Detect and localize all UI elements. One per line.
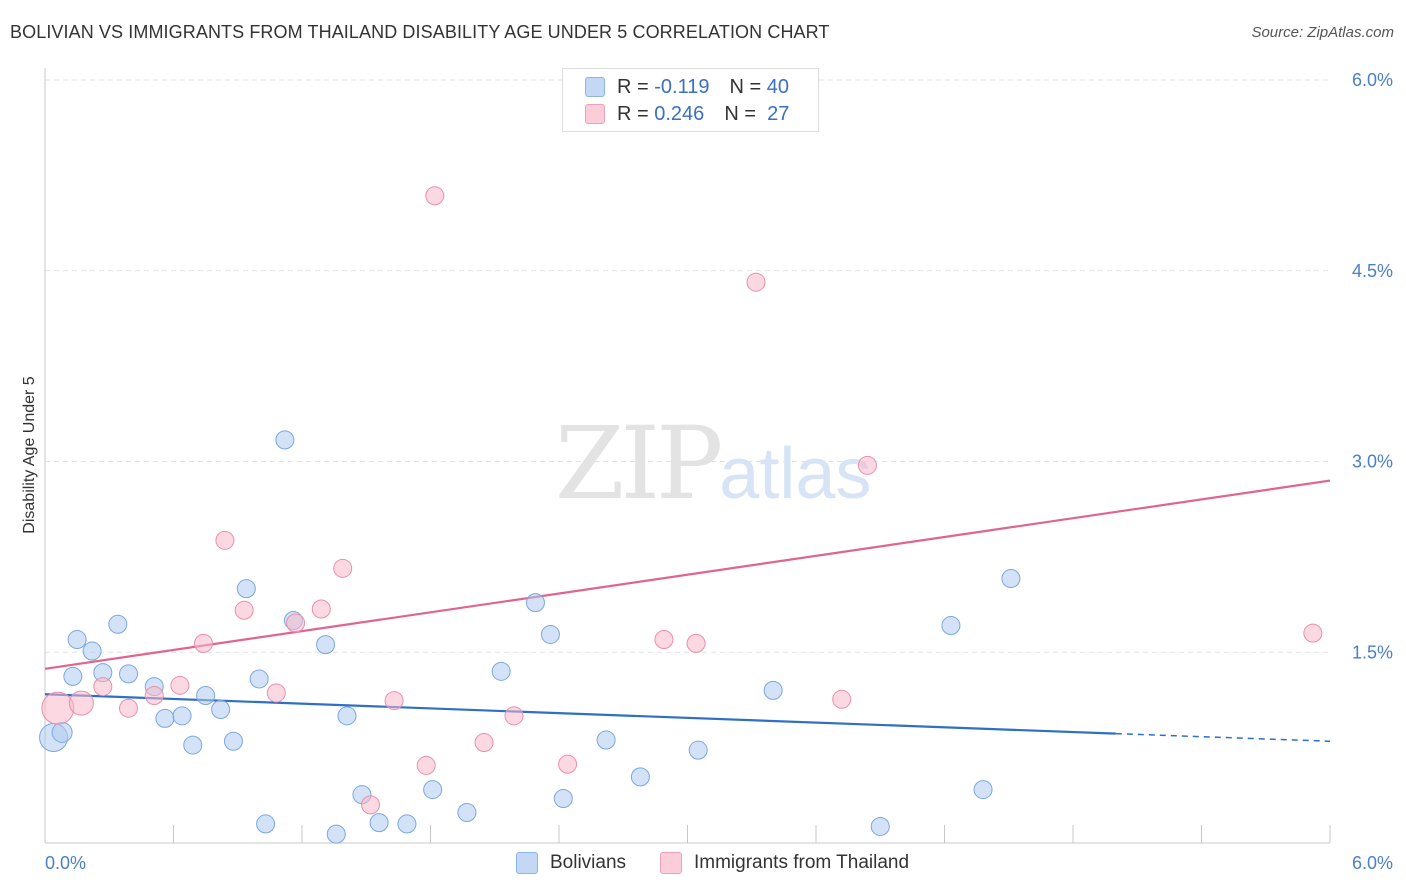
point-thailand (686, 633, 706, 653)
bottom-legend-label-thailand: Immigrants from Thailand (694, 852, 910, 873)
point-bolivians (540, 624, 560, 644)
point-bolivians (553, 788, 573, 808)
point-bolivians (256, 814, 276, 834)
y-tick-label: 3.0% (1352, 452, 1393, 472)
point-bolivians (63, 666, 83, 686)
point-thailand (361, 795, 381, 815)
data-points (39, 103, 1323, 844)
point-bolivians (397, 814, 417, 834)
point-thailand (474, 733, 494, 753)
axis-labels: 1.5% 3.0% 4.5% 6.0% 0.0% 6.0% Disability Age U… (21, 70, 1393, 873)
point-bolivians (223, 731, 243, 751)
point-thailand (333, 558, 353, 578)
point-bolivians (596, 730, 616, 750)
point-thailand (41, 691, 75, 725)
point-thailand (558, 754, 578, 774)
point-bolivians (316, 635, 336, 655)
point-bolivians (457, 802, 477, 822)
bottom-legend-label-bolivians: Bolivians (550, 852, 627, 873)
point-thailand (746, 272, 766, 292)
point-thailand (1303, 623, 1323, 643)
point-bolivians (108, 614, 128, 634)
trend-line-bolivians-extension (1115, 732, 1331, 743)
point-bolivians (369, 813, 389, 833)
legend-row-thailand: R = 0.246 N = 27 (585, 102, 789, 126)
point-bolivians (688, 740, 708, 760)
legend-swatch-bolivians (585, 77, 605, 97)
point-bolivians (119, 664, 139, 684)
point-thailand (857, 455, 877, 475)
point-thailand (384, 691, 404, 711)
y-axis-label: Disability Age Under 5 (21, 376, 38, 534)
x-tick-label: 0.0% (45, 853, 86, 873)
point-bolivians (51, 721, 73, 743)
legend-n-label: N = (729, 75, 762, 98)
point-bolivians (763, 680, 783, 700)
point-bolivians (525, 593, 545, 613)
point-bolivians (236, 579, 256, 599)
point-bolivians (155, 708, 175, 728)
point-thailand (416, 755, 436, 775)
correlation-legend: R = -0.119 N = 40 R = 0.246 N = 27 (562, 68, 819, 132)
point-thailand (311, 599, 331, 619)
legend-r-value: -0.119 (654, 75, 710, 98)
point-bolivians (870, 816, 890, 836)
bottom-legend-swatch-thailand (660, 852, 682, 874)
point-bolivians (211, 699, 231, 719)
bottom-legend-swatch-bolivians (516, 852, 538, 874)
chart-title: BOLIVIAN VS IMMIGRANTS FROM THAILAND DIS… (10, 22, 830, 42)
bottom-legend-thailand: Immigrants from Thailand (660, 852, 909, 874)
legend-n-value: 27 (767, 102, 790, 125)
point-thailand (68, 690, 94, 716)
point-thailand (286, 613, 306, 633)
point-thailand (504, 706, 524, 726)
point-bolivians (630, 767, 650, 787)
legend-r-value: 0.246 (654, 102, 705, 125)
point-thailand (93, 677, 113, 697)
point-bolivians (172, 706, 192, 726)
point-bolivians (82, 641, 102, 661)
point-thailand (425, 186, 445, 206)
legend-n-value: 40 (766, 75, 789, 98)
legend-r-label: R = (617, 75, 649, 98)
point-bolivians (337, 706, 357, 726)
x-tick-label: 6.0% (1352, 853, 1393, 873)
legend-row-bolivians: R = -0.119 N = 40 (585, 75, 789, 99)
point-bolivians (67, 630, 87, 650)
point-thailand (234, 600, 254, 620)
point-thailand (832, 689, 852, 709)
point-bolivians (491, 661, 511, 681)
watermark: ZIPatlas (555, 405, 871, 522)
point-bolivians (275, 430, 295, 450)
point-bolivians (196, 685, 216, 705)
point-thailand (119, 698, 139, 718)
point-bolivians (1001, 568, 1021, 588)
point-thailand (215, 530, 235, 550)
point-thailand (170, 675, 190, 695)
trend-line-thailand (44, 479, 1331, 670)
point-bolivians (183, 735, 203, 755)
point-bolivians (973, 780, 993, 800)
point-thailand (266, 683, 286, 703)
legend-n-label: N = (724, 102, 756, 125)
y-tick-label: 6.0% (1352, 70, 1393, 90)
gridlines (45, 79, 1330, 653)
point-thailand (193, 633, 213, 653)
bottom-legend-bolivians: Bolivians (516, 852, 626, 874)
point-bolivians (249, 669, 269, 689)
point-bolivians (326, 824, 346, 844)
source-label: Source: ZipAtlas.com (1251, 24, 1394, 41)
y-tick-label: 4.5% (1352, 261, 1393, 281)
point-bolivians (941, 616, 961, 636)
legend-r-label: R = (617, 102, 649, 125)
watermark-atlas: atlas (719, 434, 872, 514)
y-tick-label: 1.5% (1352, 642, 1393, 662)
watermark-zip: ZIP (555, 405, 723, 522)
axes (44, 68, 1331, 844)
point-bolivians (423, 780, 443, 800)
point-thailand (144, 685, 164, 705)
legend-swatch-thailand (585, 104, 605, 124)
point-thailand (654, 630, 674, 650)
